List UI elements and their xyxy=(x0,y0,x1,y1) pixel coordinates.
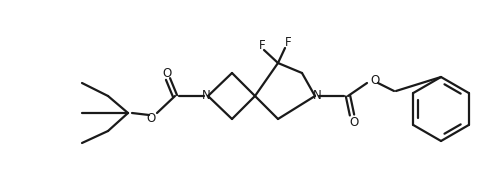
Text: O: O xyxy=(349,116,359,129)
Text: N: N xyxy=(201,88,210,101)
Text: N: N xyxy=(313,88,321,101)
Text: F: F xyxy=(285,36,291,49)
Text: F: F xyxy=(259,39,266,52)
Text: O: O xyxy=(146,112,156,125)
Text: O: O xyxy=(162,66,172,79)
Text: O: O xyxy=(370,74,380,87)
